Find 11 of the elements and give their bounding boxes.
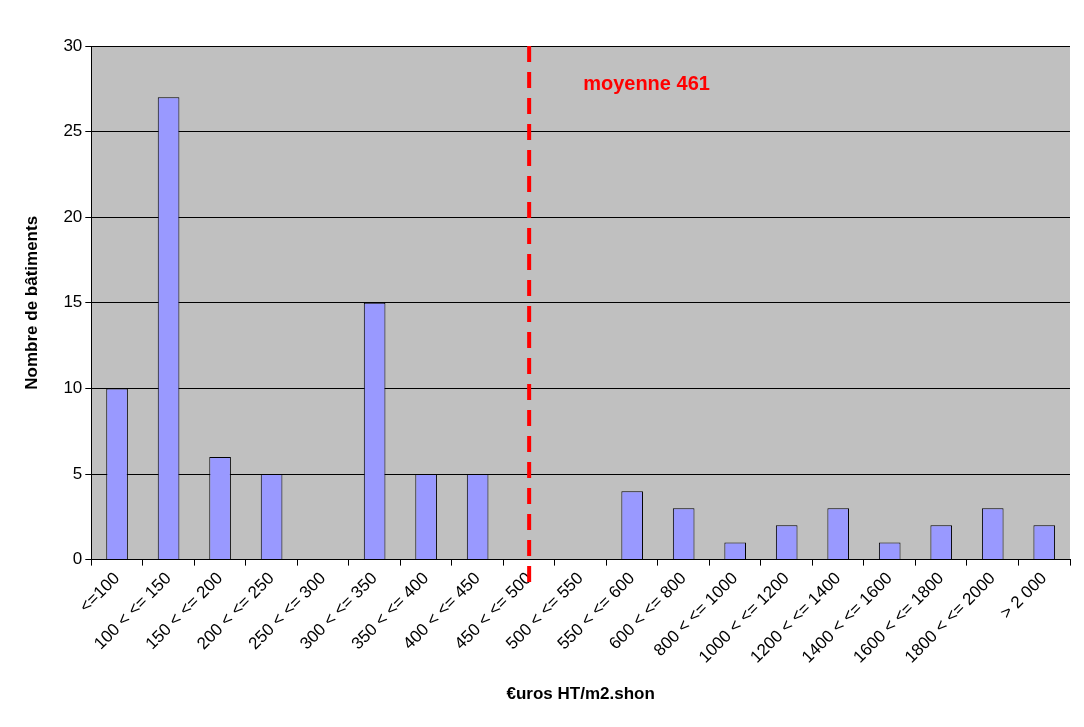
x-axis-title: €uros HT/m2.shon: [506, 684, 655, 704]
y-tick-label: 10: [63, 378, 83, 398]
y-axis-title: Nombre de bâtiments: [21, 215, 41, 390]
x-tick-label: > 2 000: [996, 568, 1051, 623]
ref-line-label: moyenne 461: [583, 71, 710, 94]
y-tick-label: 5: [72, 463, 83, 483]
y-tick-label: 0: [72, 549, 83, 569]
y-tick-label: 15: [63, 292, 83, 312]
y-tick-label: 20: [63, 206, 83, 226]
y-tick-label: 30: [63, 35, 83, 55]
y-tick-label: 25: [63, 121, 83, 141]
